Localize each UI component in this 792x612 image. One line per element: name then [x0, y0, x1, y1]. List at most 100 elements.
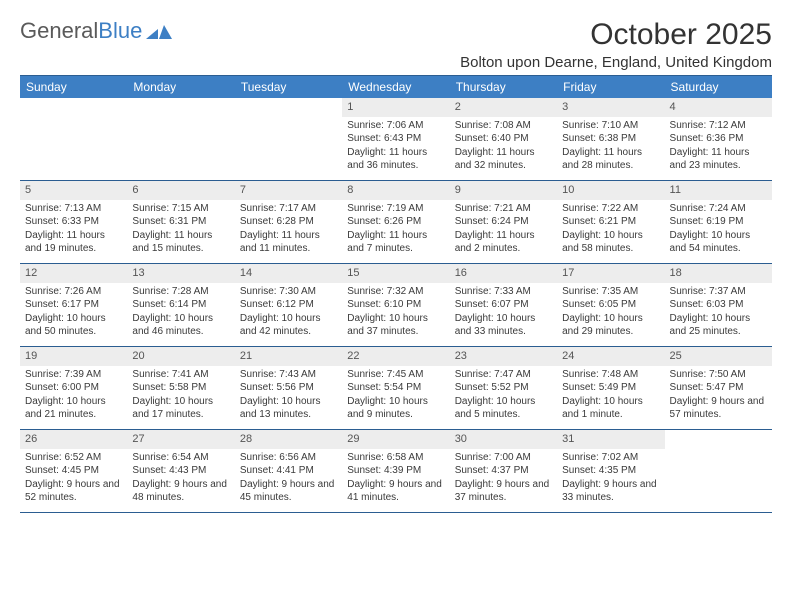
- day-line: Daylight: 11 hours and 36 minutes.: [347, 146, 444, 173]
- day-line: Sunrise: 7:24 AM: [670, 202, 767, 216]
- day-body: Sunrise: 7:24 AMSunset: 6:19 PMDaylight:…: [665, 200, 772, 260]
- day-body: Sunrise: 6:54 AMSunset: 4:43 PMDaylight:…: [127, 449, 234, 509]
- day-line: Daylight: 11 hours and 15 minutes.: [132, 229, 229, 256]
- day-line: Daylight: 10 hours and 46 minutes.: [132, 312, 229, 339]
- day-line: Sunrise: 7:08 AM: [455, 119, 552, 133]
- day-line: Daylight: 10 hours and 54 minutes.: [670, 229, 767, 256]
- day-line: Daylight: 10 hours and 1 minute.: [562, 395, 659, 422]
- day-cell: 24Sunrise: 7:48 AMSunset: 5:49 PMDayligh…: [557, 347, 664, 429]
- day-line: Sunset: 6:38 PM: [562, 132, 659, 146]
- day-body: Sunrise: 7:15 AMSunset: 6:31 PMDaylight:…: [127, 200, 234, 260]
- day-line: Sunset: 6:07 PM: [455, 298, 552, 312]
- week-row: 26Sunrise: 6:52 AMSunset: 4:45 PMDayligh…: [20, 430, 772, 513]
- day-cell: 18Sunrise: 7:37 AMSunset: 6:03 PMDayligh…: [665, 264, 772, 346]
- day-header: Sunday: [20, 76, 127, 98]
- day-number: [665, 430, 772, 449]
- day-line: Sunrise: 7:10 AM: [562, 119, 659, 133]
- day-body: Sunrise: 7:02 AMSunset: 4:35 PMDaylight:…: [557, 449, 664, 509]
- day-line: Sunset: 4:43 PM: [132, 464, 229, 478]
- day-line: Sunset: 5:56 PM: [240, 381, 337, 395]
- day-line: Sunset: 6:12 PM: [240, 298, 337, 312]
- day-line: Daylight: 11 hours and 2 minutes.: [455, 229, 552, 256]
- day-line: Sunrise: 7:47 AM: [455, 368, 552, 382]
- day-line: Sunrise: 7:32 AM: [347, 285, 444, 299]
- day-body: [20, 117, 127, 177]
- day-line: Sunset: 6:10 PM: [347, 298, 444, 312]
- day-line: Sunrise: 7:35 AM: [562, 285, 659, 299]
- day-number: 9: [450, 181, 557, 200]
- day-cell: 19Sunrise: 7:39 AMSunset: 6:00 PMDayligh…: [20, 347, 127, 429]
- day-body: Sunrise: 7:08 AMSunset: 6:40 PMDaylight:…: [450, 117, 557, 177]
- day-cell: 21Sunrise: 7:43 AMSunset: 5:56 PMDayligh…: [235, 347, 342, 429]
- day-number: 21: [235, 347, 342, 366]
- day-header: Tuesday: [235, 76, 342, 98]
- day-number: 14: [235, 264, 342, 283]
- day-number: 26: [20, 430, 127, 449]
- day-line: Sunrise: 7:12 AM: [670, 119, 767, 133]
- day-cell: 1Sunrise: 7:06 AMSunset: 6:43 PMDaylight…: [342, 98, 449, 180]
- day-line: Sunset: 6:05 PM: [562, 298, 659, 312]
- day-number: 29: [342, 430, 449, 449]
- day-line: Sunrise: 7:45 AM: [347, 368, 444, 382]
- day-line: Sunrise: 7:50 AM: [670, 368, 767, 382]
- day-number: 20: [127, 347, 234, 366]
- day-line: Sunrise: 6:54 AM: [132, 451, 229, 465]
- day-cell: 30Sunrise: 7:00 AMSunset: 4:37 PMDayligh…: [450, 430, 557, 512]
- day-number: 2: [450, 98, 557, 117]
- day-line: Sunrise: 7:22 AM: [562, 202, 659, 216]
- day-line: Daylight: 9 hours and 48 minutes.: [132, 478, 229, 505]
- day-body: Sunrise: 7:48 AMSunset: 5:49 PMDaylight:…: [557, 366, 664, 426]
- day-line: Daylight: 9 hours and 37 minutes.: [455, 478, 552, 505]
- day-cell: 8Sunrise: 7:19 AMSunset: 6:26 PMDaylight…: [342, 181, 449, 263]
- day-cell: 27Sunrise: 6:54 AMSunset: 4:43 PMDayligh…: [127, 430, 234, 512]
- week-row: 19Sunrise: 7:39 AMSunset: 6:00 PMDayligh…: [20, 347, 772, 430]
- logo-icon: [146, 21, 172, 41]
- day-body: Sunrise: 7:28 AMSunset: 6:14 PMDaylight:…: [127, 283, 234, 343]
- day-number: 17: [557, 264, 664, 283]
- day-line: Sunrise: 7:30 AM: [240, 285, 337, 299]
- day-header: Monday: [127, 76, 234, 98]
- day-body: Sunrise: 7:37 AMSunset: 6:03 PMDaylight:…: [665, 283, 772, 343]
- day-line: Daylight: 9 hours and 41 minutes.: [347, 478, 444, 505]
- day-body: Sunrise: 7:26 AMSunset: 6:17 PMDaylight:…: [20, 283, 127, 343]
- day-line: Sunrise: 7:17 AM: [240, 202, 337, 216]
- day-line: Daylight: 10 hours and 17 minutes.: [132, 395, 229, 422]
- day-body: Sunrise: 7:30 AMSunset: 6:12 PMDaylight:…: [235, 283, 342, 343]
- day-body: Sunrise: 7:39 AMSunset: 6:00 PMDaylight:…: [20, 366, 127, 426]
- day-number: 6: [127, 181, 234, 200]
- day-number: 5: [20, 181, 127, 200]
- day-line: Daylight: 10 hours and 9 minutes.: [347, 395, 444, 422]
- day-cell: 15Sunrise: 7:32 AMSunset: 6:10 PMDayligh…: [342, 264, 449, 346]
- day-line: Sunrise: 7:00 AM: [455, 451, 552, 465]
- day-body: Sunrise: 7:13 AMSunset: 6:33 PMDaylight:…: [20, 200, 127, 260]
- day-body: Sunrise: 7:17 AMSunset: 6:28 PMDaylight:…: [235, 200, 342, 260]
- day-cell: 12Sunrise: 7:26 AMSunset: 6:17 PMDayligh…: [20, 264, 127, 346]
- day-body: Sunrise: 7:21 AMSunset: 6:24 PMDaylight:…: [450, 200, 557, 260]
- day-header-row: SundayMondayTuesdayWednesdayThursdayFrid…: [20, 75, 772, 98]
- day-line: Sunrise: 7:41 AM: [132, 368, 229, 382]
- day-cell: 28Sunrise: 6:56 AMSunset: 4:41 PMDayligh…: [235, 430, 342, 512]
- day-line: Sunset: 6:03 PM: [670, 298, 767, 312]
- day-header: Thursday: [450, 76, 557, 98]
- day-body: Sunrise: 7:43 AMSunset: 5:56 PMDaylight:…: [235, 366, 342, 426]
- day-cell: [235, 98, 342, 180]
- day-line: Sunset: 5:54 PM: [347, 381, 444, 395]
- day-number: 7: [235, 181, 342, 200]
- day-number: 24: [557, 347, 664, 366]
- day-cell: 5Sunrise: 7:13 AMSunset: 6:33 PMDaylight…: [20, 181, 127, 263]
- day-line: Sunrise: 7:33 AM: [455, 285, 552, 299]
- day-body: Sunrise: 6:52 AMSunset: 4:45 PMDaylight:…: [20, 449, 127, 509]
- day-line: Sunset: 6:28 PM: [240, 215, 337, 229]
- day-number: [20, 98, 127, 117]
- day-line: Daylight: 9 hours and 52 minutes.: [25, 478, 122, 505]
- day-cell: 20Sunrise: 7:41 AMSunset: 5:58 PMDayligh…: [127, 347, 234, 429]
- day-body: Sunrise: 7:41 AMSunset: 5:58 PMDaylight:…: [127, 366, 234, 426]
- day-number: 8: [342, 181, 449, 200]
- day-line: Sunset: 6:19 PM: [670, 215, 767, 229]
- page-title: October 2025: [460, 18, 772, 52]
- logo-part1: General: [20, 18, 98, 44]
- day-line: Sunrise: 7:19 AM: [347, 202, 444, 216]
- day-line: Sunset: 4:39 PM: [347, 464, 444, 478]
- day-line: Sunset: 4:45 PM: [25, 464, 122, 478]
- day-line: Sunset: 6:40 PM: [455, 132, 552, 146]
